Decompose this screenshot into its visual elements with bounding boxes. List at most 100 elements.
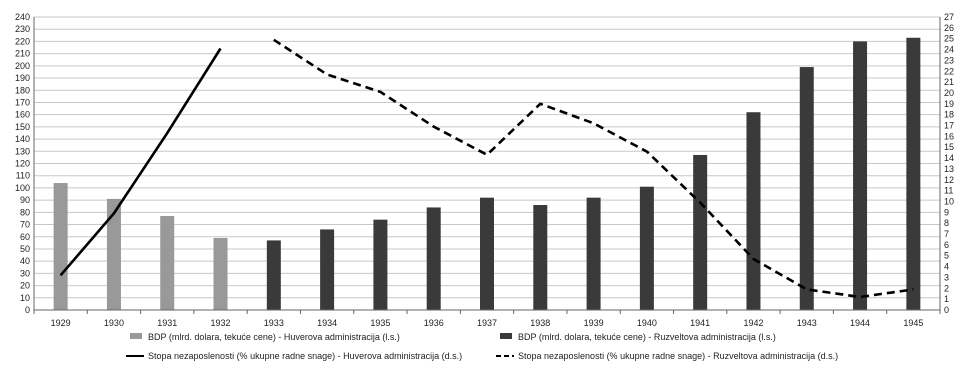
y-right-tick-label: 6	[944, 240, 949, 250]
bar	[426, 207, 441, 310]
bar	[266, 240, 281, 310]
y-left-tick-label: 180	[15, 85, 30, 95]
bars	[53, 37, 921, 311]
legend-swatch-hoover-gdp	[130, 333, 142, 339]
y-left-tick-label: 230	[15, 24, 30, 34]
y-right-tick-label: 16	[944, 131, 954, 141]
y-left-tick-label: 30	[20, 268, 30, 278]
y-right-tick-label: 17	[944, 121, 954, 131]
y-right-tick-label: 3	[944, 272, 949, 282]
y-left-tick-label: 90	[20, 195, 30, 205]
tick-labels: 0102030405060708090100110120130140150160…	[15, 12, 954, 328]
y-left-tick-label: 210	[15, 49, 30, 59]
x-tick-label: 1937	[477, 318, 497, 328]
bar	[320, 229, 335, 310]
y-right-tick-label: 10	[944, 196, 954, 206]
y-left-tick-label: 60	[20, 232, 30, 242]
series-line	[59, 47, 222, 277]
x-tick-label: 1931	[157, 318, 177, 328]
bar	[853, 41, 868, 311]
y-right-tick-label: 25	[944, 34, 954, 44]
legend-swatch-roosevelt-gdp	[500, 333, 512, 339]
bar	[53, 183, 68, 310]
y-right-tick-label: 23	[944, 55, 954, 65]
y-left-tick-label: 170	[15, 97, 30, 107]
x-tick-label: 1933	[264, 318, 284, 328]
x-tick-label: 1943	[797, 318, 817, 328]
y-right-tick-label: 9	[944, 207, 949, 217]
bar	[480, 197, 494, 310]
y-right-tick-label: 20	[944, 88, 954, 98]
legend-label-hoover-unemployment: Stopa nezaposlenosti (% ukupne radne sna…	[148, 351, 462, 361]
gridlines	[34, 16, 940, 299]
y-right-tick-label: 5	[944, 251, 949, 261]
x-tick-label: 1936	[424, 318, 444, 328]
y-left-tick-label: 50	[20, 244, 30, 254]
bar	[799, 67, 814, 310]
series-line	[273, 38, 914, 299]
x-tick-label: 1941	[690, 318, 710, 328]
bar	[906, 37, 921, 311]
x-tick-label: 1934	[317, 318, 337, 328]
legend-item-hoover-unemployment: Stopa nezaposlenosti (% ukupne radne sna…	[126, 351, 462, 361]
legend-item-roosevelt-unemployment: Stopa nezaposlenosti (% ukupne radne sna…	[496, 351, 838, 361]
y-right-tick-label: 11	[944, 186, 953, 196]
bar	[639, 186, 654, 310]
legend-label-roosevelt-gdp: BDP (mlrd. dolara, tekuće cene) - Ruzvel…	[518, 332, 776, 342]
y-right-tick-label: 12	[944, 175, 954, 185]
y-left-tick-label: 70	[20, 220, 30, 230]
y-right-tick-label: 14	[944, 153, 954, 163]
y-right-tick-label: 8	[944, 218, 949, 228]
y-right-tick-label: 26	[944, 23, 954, 33]
y-right-tick-label: 19	[944, 99, 954, 109]
axes	[33, 17, 941, 314]
y-right-tick-label: 24	[944, 45, 954, 55]
legend-label-hoover-gdp: BDP (mlrd. dolara, tekuće cene) - Huvero…	[148, 332, 400, 342]
y-left-tick-label: 150	[15, 122, 30, 132]
bar	[586, 197, 601, 310]
y-right-tick-label: 15	[944, 142, 954, 152]
x-tick-label: 1930	[104, 318, 124, 328]
x-tick-label: 1945	[903, 318, 923, 328]
y-left-tick-label: 140	[15, 134, 30, 144]
y-left-tick-label: 0	[25, 305, 30, 315]
lines	[59, 38, 914, 299]
y-right-tick-label: 7	[944, 229, 949, 239]
y-left-tick-label: 120	[15, 159, 30, 169]
bar	[746, 112, 761, 310]
y-left-tick-label: 20	[20, 281, 30, 291]
y-right-tick-label: 13	[944, 164, 954, 174]
y-left-tick-label: 190	[15, 73, 30, 83]
x-tick-label: 1940	[637, 318, 657, 328]
y-left-tick-label: 200	[15, 61, 30, 71]
y-left-tick-label: 160	[15, 110, 30, 120]
y-left-tick-label: 100	[15, 183, 30, 193]
y-right-tick-label: 22	[944, 66, 954, 76]
y-left-tick-label: 240	[15, 12, 30, 22]
y-left-tick-label: 220	[15, 36, 30, 46]
x-tick-label: 1939	[584, 318, 604, 328]
y-right-tick-label: 1	[944, 294, 949, 304]
y-right-tick-label: 0	[944, 305, 949, 315]
y-left-tick-label: 40	[20, 256, 30, 266]
legend-item-roosevelt-gdp: BDP (mlrd. dolara, tekuće cene) - Ruzvel…	[500, 332, 776, 342]
bar	[213, 237, 228, 310]
y-right-tick-label: 18	[944, 110, 954, 120]
y-right-tick-label: 21	[944, 77, 954, 87]
x-tick-label: 1929	[51, 318, 71, 328]
y-left-tick-label: 130	[15, 146, 30, 156]
bar	[373, 219, 388, 310]
bar	[106, 198, 121, 310]
legend-item-hoover-gdp: BDP (mlrd. dolara, tekuće cene) - Huvero…	[130, 332, 400, 342]
y-right-tick-label: 27	[944, 12, 954, 22]
legend: BDP (mlrd. dolara, tekuće cene) - Huvero…	[126, 332, 838, 361]
x-tick-label: 1935	[370, 318, 390, 328]
y-left-tick-label: 110	[16, 171, 30, 181]
y-left-tick-label: 80	[20, 207, 30, 217]
y-right-tick-label: 4	[944, 262, 949, 272]
y-left-tick-label: 10	[20, 293, 30, 303]
legend-label-roosevelt-unemployment: Stopa nezaposlenosti (% ukupne radne sna…	[518, 351, 838, 361]
bar	[693, 154, 708, 310]
bar	[160, 215, 175, 310]
